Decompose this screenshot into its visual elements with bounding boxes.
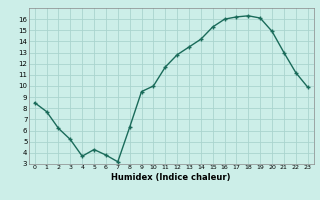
X-axis label: Humidex (Indice chaleur): Humidex (Indice chaleur) bbox=[111, 173, 231, 182]
